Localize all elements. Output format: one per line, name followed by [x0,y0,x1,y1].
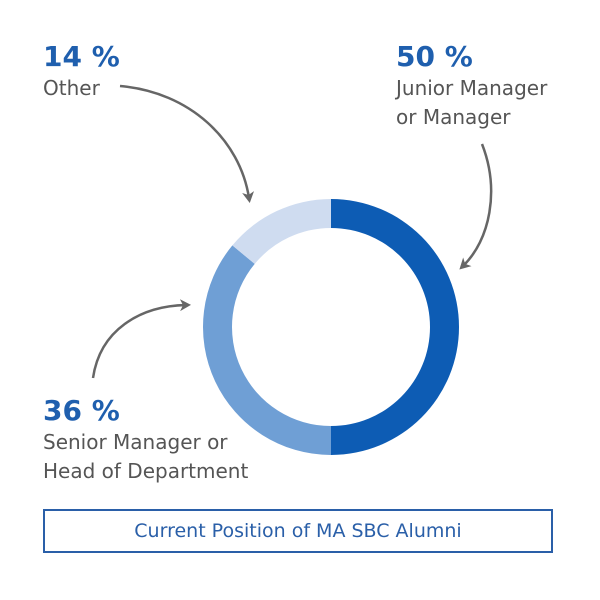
pct-junior-manager: 50 % [396,40,473,73]
arrow-junior-manager [459,143,493,270]
text-junior-manager-1: Junior Manager [394,76,548,100]
chart-title: Current Position of MA SBC Alumni [43,509,553,553]
arrow-other [119,84,255,203]
text-junior-manager-2: or Manager [396,105,511,129]
pct-other: 14 % [43,40,120,73]
text-senior-manager-2: Head of Department [43,459,248,483]
label-other: 14 % Other [43,40,120,100]
donut-slices [202,199,459,455]
text-other-1: Other [43,76,101,100]
label-senior-manager: 36 % Senior Manager or Head of Departmen… [43,394,248,483]
text-senior-manager-1: Senior Manager or [43,430,228,454]
arrow-senior-manager [91,299,191,379]
pct-senior-manager: 36 % [43,394,120,427]
slice-junior-manager [331,199,459,455]
label-junior-manager: 50 % Junior Manager or Manager [394,40,548,129]
slice-other [232,199,331,264]
slice-senior-manager [202,245,331,455]
